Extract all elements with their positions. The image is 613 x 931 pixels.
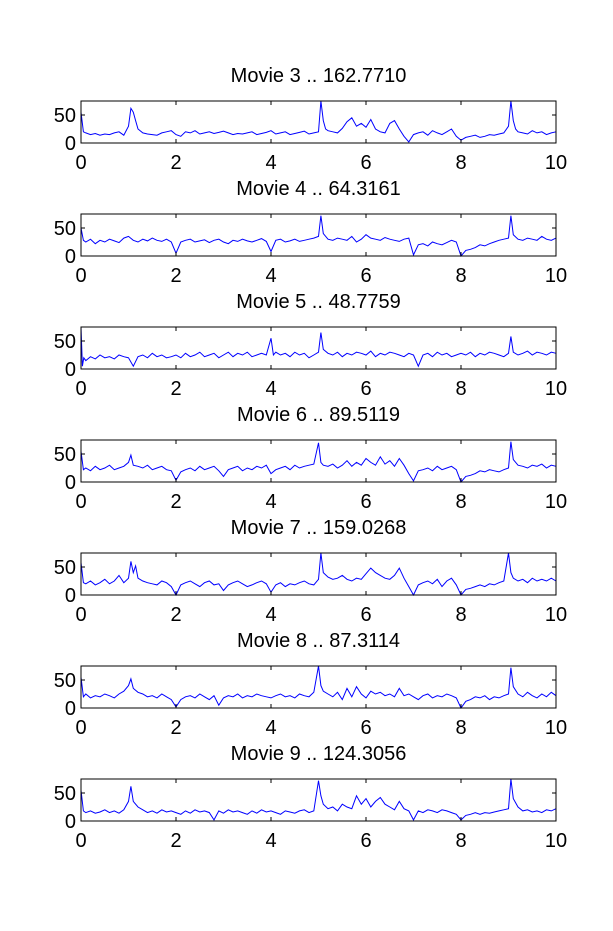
axes-box	[80, 326, 557, 370]
series-line	[80, 665, 557, 709]
y-tick-label: 0	[65, 472, 76, 494]
x-tick-label: 4	[265, 830, 276, 852]
subplot-title: Movie 5 .. 48.7759	[236, 291, 401, 313]
x-tick-label: 2	[170, 717, 181, 739]
subplot-title: Movie 6 .. 89.5119	[237, 404, 400, 426]
y-tick-label: 0	[65, 246, 76, 268]
x-tick-label: 4	[265, 717, 276, 739]
x-tick-label: 8	[455, 830, 466, 852]
y-tick-label: 50	[54, 218, 76, 240]
x-tick-label: 10	[545, 265, 567, 287]
x-tick-label: 10	[545, 830, 567, 852]
axes-box	[80, 778, 557, 822]
x-tick-label: 6	[360, 491, 371, 513]
x-tick-label: 8	[455, 717, 466, 739]
axes-box	[80, 665, 557, 709]
y-tick-label: 0	[65, 698, 76, 720]
axes-box	[80, 552, 557, 596]
subplot-3: Movie 5 .. 48.7759 0 2 4 6 8 10 0 50	[54, 291, 567, 400]
subplot-4: Movie 6 .. 89.5119 0 2 4 6 8 10 0 50	[54, 404, 567, 513]
x-tick-label: 4	[265, 378, 276, 400]
x-tick-label: 0	[75, 717, 86, 739]
series-line	[80, 326, 557, 368]
axes-box	[80, 213, 557, 257]
y-tick-label: 0	[65, 811, 76, 833]
y-tick-label: 50	[54, 670, 76, 692]
series-line	[80, 552, 557, 597]
x-tick-label: 10	[545, 152, 567, 174]
x-tick-label: 2	[170, 265, 181, 287]
subplot-title: Movie 9 .. 124.3056	[231, 743, 407, 765]
x-tick-label: 0	[75, 604, 86, 626]
x-tick-label: 8	[455, 604, 466, 626]
subplot-title: Movie 7 .. 159.0268	[231, 517, 407, 539]
y-tick-label: 50	[54, 105, 76, 127]
x-tick-label: 4	[265, 152, 276, 174]
x-tick-label: 2	[170, 491, 181, 513]
x-tick-label: 8	[455, 152, 466, 174]
y-tick-label: 50	[54, 444, 76, 466]
x-tick-label: 6	[360, 378, 371, 400]
x-tick-label: 0	[75, 491, 86, 513]
subplot-title: Movie 3 .. 162.7710	[231, 65, 407, 87]
x-tick-label: 2	[170, 378, 181, 400]
series-line	[80, 215, 557, 257]
x-tick-label: 4	[265, 604, 276, 626]
subplot-2: Movie 4 .. 64.3161 0 2 4 6 8 10 0 50	[54, 178, 567, 287]
y-tick-label: 50	[54, 557, 76, 579]
x-tick-label: 2	[170, 830, 181, 852]
x-tick-label: 2	[170, 604, 181, 626]
x-tick-label: 0	[75, 378, 86, 400]
subplot-1: Movie 3 .. 162.7710 0 2 4 6 8 10 0 50	[54, 65, 567, 174]
series-line	[80, 441, 557, 483]
y-tick-label: 50	[54, 783, 76, 805]
x-tick-label: 6	[360, 604, 371, 626]
y-tick-label: 0	[65, 133, 76, 155]
x-tick-label: 10	[545, 491, 567, 513]
subplot-title: Movie 8 .. 87.3114	[237, 630, 400, 652]
axes-box	[80, 100, 557, 144]
y-tick-label: 0	[65, 359, 76, 381]
x-tick-label: 4	[265, 265, 276, 287]
x-tick-label: 0	[75, 265, 86, 287]
x-tick-label: 10	[545, 378, 567, 400]
x-tick-label: 6	[360, 717, 371, 739]
x-tick-label: 0	[75, 830, 86, 852]
subplot-7: Movie 9 .. 124.3056 0 2 4 6 8 10 0 50	[54, 743, 567, 852]
x-tick-label: 10	[545, 604, 567, 626]
x-tick-label: 4	[265, 491, 276, 513]
x-tick-label: 10	[545, 717, 567, 739]
y-tick-label: 50	[54, 331, 76, 353]
x-tick-label: 6	[360, 152, 371, 174]
series-line	[80, 100, 557, 143]
x-tick-label: 8	[455, 265, 466, 287]
series-line	[80, 778, 557, 821]
x-tick-label: 6	[360, 830, 371, 852]
x-tick-label: 0	[75, 152, 86, 174]
x-tick-label: 8	[455, 378, 466, 400]
x-tick-label: 2	[170, 152, 181, 174]
subplot-5: Movie 7 .. 159.0268 0 2 4 6 8 10 0 50	[54, 517, 567, 626]
x-tick-label: 8	[455, 491, 466, 513]
axes-box	[80, 439, 557, 483]
y-tick-label: 0	[65, 585, 76, 607]
subplot-title: Movie 4 .. 64.3161	[236, 178, 401, 200]
subplot-6: Movie 8 .. 87.3114 0 2 4 6 8 10 0 50	[54, 630, 567, 739]
x-tick-label: 6	[360, 265, 371, 287]
